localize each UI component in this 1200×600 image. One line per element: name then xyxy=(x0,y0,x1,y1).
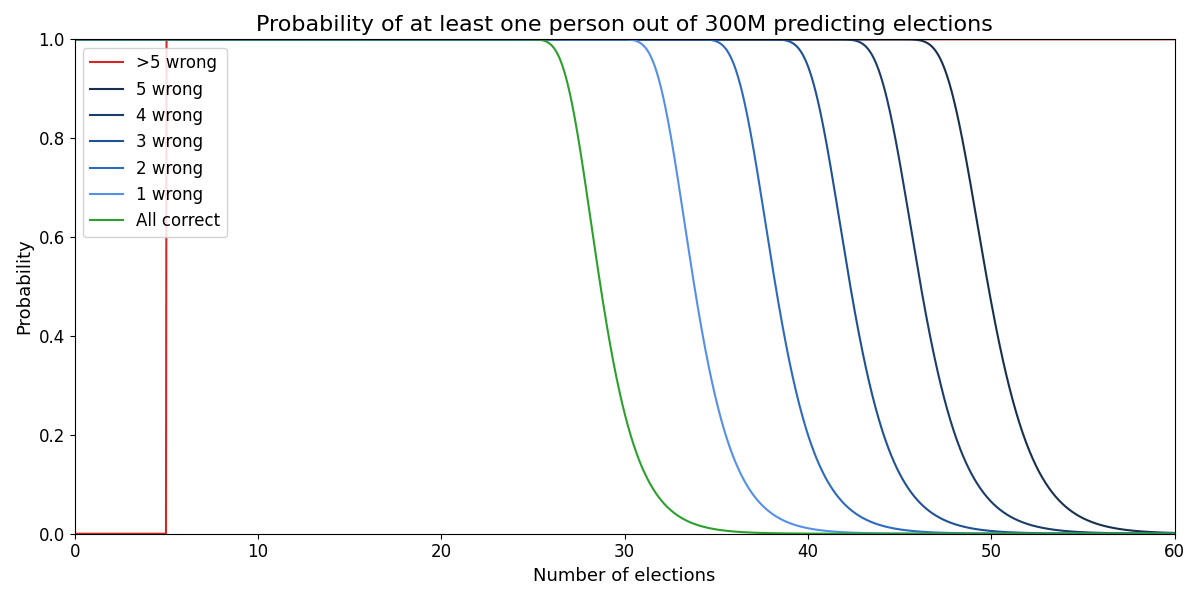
>5 wrong xyxy=(1135,36,1150,43)
3 wrong xyxy=(1135,530,1150,538)
1 wrong xyxy=(602,36,617,43)
Line: 4 wrong: 4 wrong xyxy=(74,40,1175,533)
All correct xyxy=(1136,530,1151,538)
5 wrong xyxy=(574,36,588,43)
2 wrong xyxy=(602,36,617,43)
2 wrong xyxy=(1168,530,1182,538)
3 wrong xyxy=(1168,530,1182,538)
5 wrong xyxy=(1135,528,1150,535)
2 wrong xyxy=(934,529,948,536)
2 wrong xyxy=(1135,530,1150,538)
4 wrong xyxy=(934,381,948,388)
All correct xyxy=(602,337,617,344)
Line: 1 wrong: 1 wrong xyxy=(74,40,1175,534)
3 wrong xyxy=(67,36,82,43)
5 wrong xyxy=(602,36,617,43)
>5 wrong xyxy=(602,36,617,43)
All correct xyxy=(934,530,948,538)
1 wrong xyxy=(574,36,588,43)
2 wrong xyxy=(574,36,588,43)
All correct xyxy=(1168,530,1182,538)
Line: 3 wrong: 3 wrong xyxy=(74,40,1175,534)
1 wrong xyxy=(934,530,948,537)
1 wrong xyxy=(1135,530,1150,538)
3 wrong xyxy=(574,36,588,43)
2 wrong xyxy=(124,36,138,43)
>5 wrong xyxy=(934,36,948,43)
2 wrong xyxy=(67,36,82,43)
Line: 2 wrong: 2 wrong xyxy=(74,40,1175,534)
4 wrong xyxy=(1135,530,1150,537)
Line: All correct: All correct xyxy=(74,40,1175,534)
4 wrong xyxy=(602,36,617,43)
4 wrong xyxy=(67,36,82,43)
2 wrong xyxy=(1135,530,1150,538)
3 wrong xyxy=(934,515,948,522)
1 wrong xyxy=(1135,530,1150,538)
1 wrong xyxy=(124,36,138,43)
>5 wrong xyxy=(160,36,174,43)
5 wrong xyxy=(934,56,948,63)
3 wrong xyxy=(124,36,138,43)
Line: 5 wrong: 5 wrong xyxy=(74,40,1175,533)
Y-axis label: Probability: Probability xyxy=(16,239,34,334)
All correct xyxy=(67,36,82,43)
>5 wrong xyxy=(67,530,82,538)
Line: >5 wrong: >5 wrong xyxy=(74,40,1175,534)
Title: Probability of at least one person out of 300M predicting elections: Probability of at least one person out o… xyxy=(256,15,994,35)
>5 wrong xyxy=(1168,36,1182,43)
5 wrong xyxy=(1168,529,1182,536)
All correct xyxy=(574,147,588,154)
4 wrong xyxy=(574,36,588,43)
4 wrong xyxy=(1135,530,1150,537)
All correct xyxy=(1058,530,1073,538)
All correct xyxy=(1135,530,1150,538)
All correct xyxy=(124,36,138,43)
5 wrong xyxy=(124,36,138,43)
1 wrong xyxy=(67,36,82,43)
>5 wrong xyxy=(1136,36,1151,43)
1 wrong xyxy=(1166,530,1181,538)
3 wrong xyxy=(602,36,617,43)
>5 wrong xyxy=(124,530,138,538)
1 wrong xyxy=(1168,530,1182,538)
5 wrong xyxy=(1135,528,1150,535)
4 wrong xyxy=(124,36,138,43)
4 wrong xyxy=(1168,530,1182,537)
5 wrong xyxy=(67,36,82,43)
Legend: >5 wrong, 5 wrong, 4 wrong, 3 wrong, 2 wrong, 1 wrong, All correct: >5 wrong, 5 wrong, 4 wrong, 3 wrong, 2 w… xyxy=(83,47,227,237)
>5 wrong xyxy=(574,36,588,43)
X-axis label: Number of elections: Number of elections xyxy=(533,567,715,585)
3 wrong xyxy=(1135,530,1150,538)
